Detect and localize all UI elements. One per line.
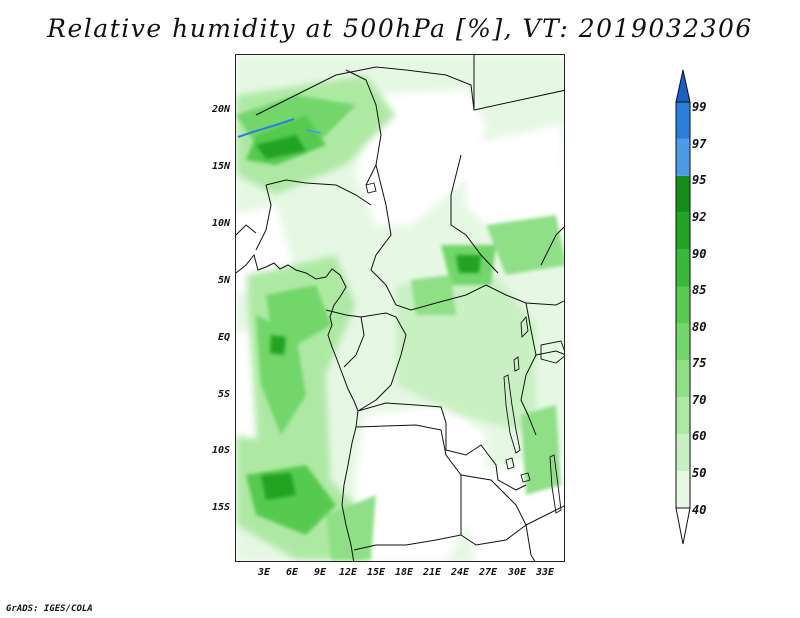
legend-label-97: 97 <box>692 137 707 151</box>
lat-label-20n: 20N <box>211 104 230 115</box>
border-north-3 <box>473 55 564 111</box>
legend-segment-60 <box>676 397 690 435</box>
legend-label-99: 99 <box>692 100 707 114</box>
legend-segment-80 <box>676 286 690 324</box>
border-gabon <box>325 309 365 368</box>
humidity-region-90-a <box>256 135 306 159</box>
lon-label-33e: 33E <box>535 567 555 578</box>
lon-label-12e: 12E <box>338 567 358 578</box>
legend-segment-40 <box>676 471 690 508</box>
legend-segment-70 <box>676 360 690 398</box>
lake-malawi <box>549 454 562 514</box>
lake-mweru <box>505 457 515 470</box>
border-southeast <box>525 524 536 561</box>
lon-label-6e: 6E <box>285 567 299 578</box>
border-east-3 <box>540 226 564 266</box>
lat-label-5n: 5N <box>217 275 230 286</box>
humidity-region-90-d <box>270 335 286 355</box>
lake-victoria <box>540 340 564 364</box>
border-mozambique <box>525 505 564 526</box>
lake-kivu <box>513 356 520 372</box>
humidity-region-80-east <box>486 215 564 275</box>
humidity-region-80-rift <box>521 405 561 495</box>
border-west-2 <box>236 224 257 236</box>
lat-label-15n: 15N <box>211 161 230 172</box>
legend-segment-92 <box>676 175 690 213</box>
border-west-1 <box>255 184 272 251</box>
legend-segment-50 <box>676 434 690 472</box>
legend-label-60: 60 <box>692 429 707 443</box>
legend-segment-90 <box>676 212 690 250</box>
lon-label-27e: 27E <box>478 567 498 578</box>
legend-segment-95 <box>676 138 690 176</box>
lon-label-15e: 15E <box>366 567 386 578</box>
humidity-region-80-coast <box>256 315 306 435</box>
legend-segment-below-40 <box>675 507 691 545</box>
border-east-2 <box>535 350 564 356</box>
border-drc-south <box>357 402 527 491</box>
map-panel <box>235 54 565 562</box>
page-title: Relative humidity at 500hPa [%], VT: 201… <box>47 14 753 43</box>
lat-label-5s: 5S <box>217 389 230 400</box>
lake-chad <box>365 182 377 194</box>
dry-region-south <box>356 405 486 560</box>
border-congo <box>357 312 407 412</box>
lon-label-24e: 24E <box>450 567 470 578</box>
legend-label-95: 95 <box>692 173 707 187</box>
humidity-region-95 <box>305 129 322 134</box>
lat-label-15s: 15S <box>211 502 230 513</box>
border-central-1 <box>370 164 564 311</box>
humidity-field <box>236 55 564 561</box>
legend-label-75: 75 <box>692 356 707 370</box>
legend-segment-above-99 <box>675 69 691 103</box>
border-north-1 <box>255 66 475 116</box>
legend-label-70: 70 <box>692 393 707 407</box>
border-north-2 <box>345 69 382 186</box>
country-borders <box>236 55 564 561</box>
legend-outline <box>675 101 691 509</box>
humidity-region-90-b <box>456 255 481 273</box>
lon-label-3e: 3E <box>257 567 271 578</box>
legend-segment-85 <box>676 249 690 287</box>
legend-label-90: 90 <box>692 247 707 261</box>
lat-label-10s: 10S <box>211 445 230 456</box>
lon-label-18e: 18E <box>394 567 414 578</box>
legend-segment-97 <box>676 102 690 139</box>
humidity-map <box>236 55 564 561</box>
lon-label-30e: 30E <box>507 567 527 578</box>
lon-label-9e: 9E <box>313 567 327 578</box>
legend-label-85: 85 <box>692 283 707 297</box>
lat-label-10n: 10N <box>211 218 230 229</box>
legend-label-50: 50 <box>692 466 707 480</box>
lon-label-21e: 21E <box>422 567 442 578</box>
humidity-region-97 <box>237 118 295 138</box>
border-east-1 <box>520 302 537 436</box>
humidity-region-90-c <box>261 473 296 500</box>
legend-label-92: 92 <box>692 210 707 224</box>
credit-text: GrADS: IGES/COLA <box>6 604 93 614</box>
lake-tanganyika <box>503 374 521 454</box>
lat-label-eq: EQ <box>217 332 230 343</box>
lakes <box>365 182 564 514</box>
legend-label-80: 80 <box>692 320 707 334</box>
legend-segment-75 <box>676 323 690 361</box>
color-legend <box>675 69 691 545</box>
border-central-3 <box>265 179 372 206</box>
border-central-2 <box>450 154 499 274</box>
humidity-region-80-sw <box>326 495 376 560</box>
humidity-region-80-interior <box>411 275 456 315</box>
lake-albert <box>520 315 529 339</box>
legend-label-40: 40 <box>692 503 707 517</box>
lake-bangweulu <box>520 472 531 483</box>
color-legend-segments <box>675 69 691 545</box>
dry-region-east <box>356 90 486 225</box>
border-angola <box>353 424 462 551</box>
